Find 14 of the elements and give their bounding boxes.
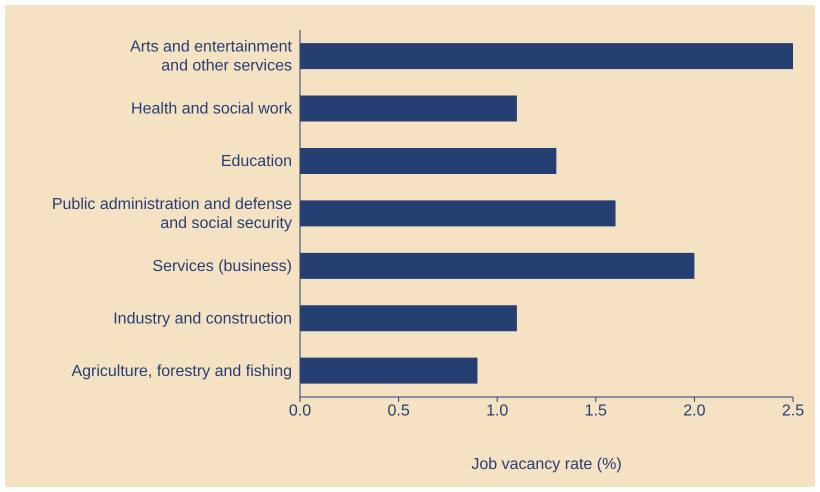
x-tick-label: 0.0 <box>288 402 312 420</box>
x-axis-title: Job vacancy rate (%) <box>471 456 622 473</box>
y-tick-label: Arts and entertainment and other services <box>130 38 293 74</box>
y-tick-label: Public administration and defense and social security <box>52 196 292 232</box>
x-tick-label: 1.5 <box>584 402 608 420</box>
x-tick-label: 0.5 <box>387 402 410 420</box>
y-tick-label: Health and social work <box>131 100 293 118</box>
y-tick-label: Services (business) <box>152 257 292 274</box>
x-tick-label: 2.5 <box>782 402 804 420</box>
y-tick-label: Education <box>220 152 292 170</box>
y-tick-label: Agriculture, forestry and fishing <box>71 362 292 380</box>
y-tick-label: Industry and construction <box>113 310 292 327</box>
x-tick-label: 1.0 <box>486 402 508 420</box>
x-tick-label: 2.0 <box>683 402 706 420</box>
